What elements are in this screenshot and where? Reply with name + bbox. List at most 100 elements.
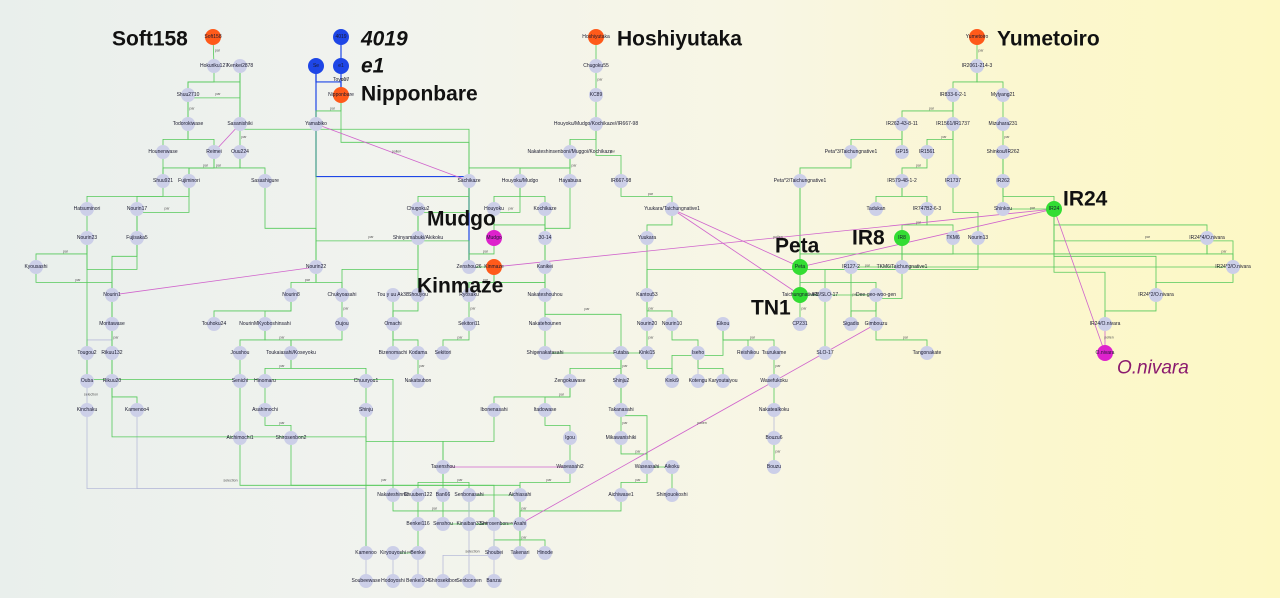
node-circle[interactable]: [207, 317, 221, 331]
node-circle[interactable]: [386, 288, 400, 302]
node-kotengu[interactable]: Kotengu: [689, 374, 708, 388]
node-shinyamabuki[interactable]: Shinyamabuki/Akikoku: [393, 231, 444, 245]
node-circle[interactable]: [105, 346, 119, 360]
node-kamenoo[interactable]: Kamenoo: [355, 546, 377, 560]
node-nourin23[interactable]: Nourin23: [77, 231, 98, 245]
node-ir24on[interactable]: IR24/O.nivara: [1090, 317, 1121, 331]
node-circle[interactable]: [996, 117, 1010, 131]
node-circle[interactable]: [665, 374, 679, 388]
node-nourin13[interactable]: Nourin13: [968, 231, 989, 245]
node-circle[interactable]: [1098, 317, 1112, 331]
node-nakatemk[interactable]: Nakateshinsenbon//Muggoi/Kochikaze: [527, 145, 613, 159]
node-shouyou[interactable]: Shouyou: [408, 288, 428, 302]
node-itadowase[interactable]: Itadowase: [534, 403, 557, 417]
node-nipponbare[interactable]: Nipponbare: [328, 87, 354, 103]
node-circle[interactable]: [309, 117, 323, 131]
node-circle[interactable]: [920, 145, 934, 159]
node-circle[interactable]: [156, 145, 170, 159]
node-circle[interactable]: [563, 145, 577, 159]
node-petatai2[interactable]: Peta*2/Taichungnative1: [774, 174, 827, 188]
node-circle[interactable]: [792, 287, 808, 303]
node-yamabiko[interactable]: Yamabiko: [305, 117, 327, 131]
node-circle[interactable]: [513, 517, 527, 531]
node-circle[interactable]: [233, 59, 247, 73]
node-circle[interactable]: [640, 231, 654, 245]
node-circle[interactable]: [996, 174, 1010, 188]
node-circle[interactable]: [996, 88, 1010, 102]
node-tkm6[interactable]: TKM6: [946, 231, 960, 245]
node-circle[interactable]: [614, 431, 628, 445]
node-takenari[interactable]: Takenari: [511, 546, 530, 560]
node-circle[interactable]: [233, 431, 247, 445]
node-circle[interactable]: [538, 546, 552, 560]
node-deegeo[interactable]: Dee-geo-woo-gen: [856, 288, 896, 302]
node-peta[interactable]: Peta: [792, 259, 808, 275]
node-omachi[interactable]: Omachi: [384, 317, 402, 331]
node-hayabusa[interactable]: Hayabusa: [559, 174, 582, 188]
node-circle[interactable]: [411, 374, 425, 388]
node-circle[interactable]: [80, 346, 94, 360]
node-kinmaze[interactable]: Kinmaze: [484, 259, 504, 275]
node-chukyoasahi[interactable]: Chukyoasahi: [328, 288, 357, 302]
node-circle[interactable]: [538, 231, 552, 245]
node-circle[interactable]: [665, 202, 679, 216]
node-hinode[interactable]: Hinode: [537, 546, 553, 560]
node-circle[interactable]: [105, 374, 119, 388]
node-todorokiwase[interactable]: Todorokiwase: [173, 117, 204, 131]
node-circle[interactable]: [462, 488, 476, 502]
node-circle[interactable]: [538, 288, 552, 302]
node-circle[interactable]: [205, 29, 221, 45]
node-reimei[interactable]: Reimei: [206, 145, 222, 159]
node-circle[interactable]: [614, 403, 628, 417]
node-asahimochi[interactable]: Asahimochi: [252, 403, 278, 417]
node-circle[interactable]: [665, 317, 679, 331]
node-cp231[interactable]: CP231: [792, 317, 808, 331]
node-rikuu132[interactable]: Rikuu132: [101, 346, 123, 360]
node-circle[interactable]: [258, 403, 272, 417]
node-circle[interactable]: [462, 517, 476, 531]
node-tkm6tai[interactable]: TKM6/Taichungnative1: [877, 260, 928, 274]
node-mudgo[interactable]: Mudgo: [486, 230, 502, 246]
node-nakateshinriki[interactable]: Nakateshinriki: [377, 488, 409, 502]
node-circle[interactable]: [538, 202, 552, 216]
node-circle[interactable]: [258, 317, 272, 331]
node-circle[interactable]: [411, 346, 425, 360]
node-circle[interactable]: [614, 488, 628, 502]
node-chugoku55[interactable]: Chugoku55: [583, 59, 609, 73]
node-mylyang21[interactable]: Mylyang21: [991, 88, 1015, 102]
node-hounenwase[interactable]: Hounenwase: [148, 145, 178, 159]
node-ir579[interactable]: IR579-48-1-2: [887, 174, 917, 188]
node-circle[interactable]: [869, 288, 883, 302]
node-circle[interactable]: [130, 202, 144, 216]
node-circle[interactable]: [563, 374, 577, 388]
node-gp15[interactable]: GP15: [895, 145, 909, 159]
node-shinkouir262[interactable]: Shinkou/IR262: [987, 145, 1020, 159]
node-circle[interactable]: [1097, 345, 1113, 361]
node-ryosaku[interactable]: Ryosaku: [459, 288, 479, 302]
node-tn1[interactable]: Taichungnative1: [782, 287, 818, 303]
node-hoshiyutaka[interactable]: Hoshiyutaka: [582, 29, 610, 45]
node-gimbouzu[interactable]: Gimbouzu: [865, 317, 888, 331]
node-circle[interactable]: [359, 374, 373, 388]
node-circle[interactable]: [436, 574, 450, 588]
node-circle[interactable]: [895, 260, 909, 274]
node-aikoku[interactable]: Aikoku: [664, 460, 680, 474]
node-circle[interactable]: [793, 317, 807, 331]
node-circle[interactable]: [335, 288, 349, 302]
node-circle[interactable]: [767, 374, 781, 388]
node-kiryouyoshi[interactable]: Kiryouyoshi: [380, 546, 406, 560]
node-benkei116[interactable]: Benkei116: [406, 517, 430, 531]
node-shinju2[interactable]: Shinju2: [613, 374, 630, 388]
node-4019[interactable]: 4019: [333, 29, 349, 45]
node-kc89[interactable]: KC89: [589, 88, 603, 102]
node-circle[interactable]: [665, 488, 679, 502]
node-kanikei[interactable]: Kanikei: [537, 260, 553, 274]
node-benkei104[interactable]: Benkei104: [406, 574, 430, 588]
node-circle[interactable]: [513, 488, 527, 502]
node-circle[interactable]: [538, 317, 552, 331]
node-nourin8[interactable]: Nourin8: [282, 288, 300, 302]
node-circle[interactable]: [640, 346, 654, 360]
node-circle[interactable]: [284, 346, 298, 360]
node-kinchaku[interactable]: Kinchaku: [77, 403, 98, 417]
node-nakatealkoku[interactable]: Nakatealkoku: [759, 403, 790, 417]
